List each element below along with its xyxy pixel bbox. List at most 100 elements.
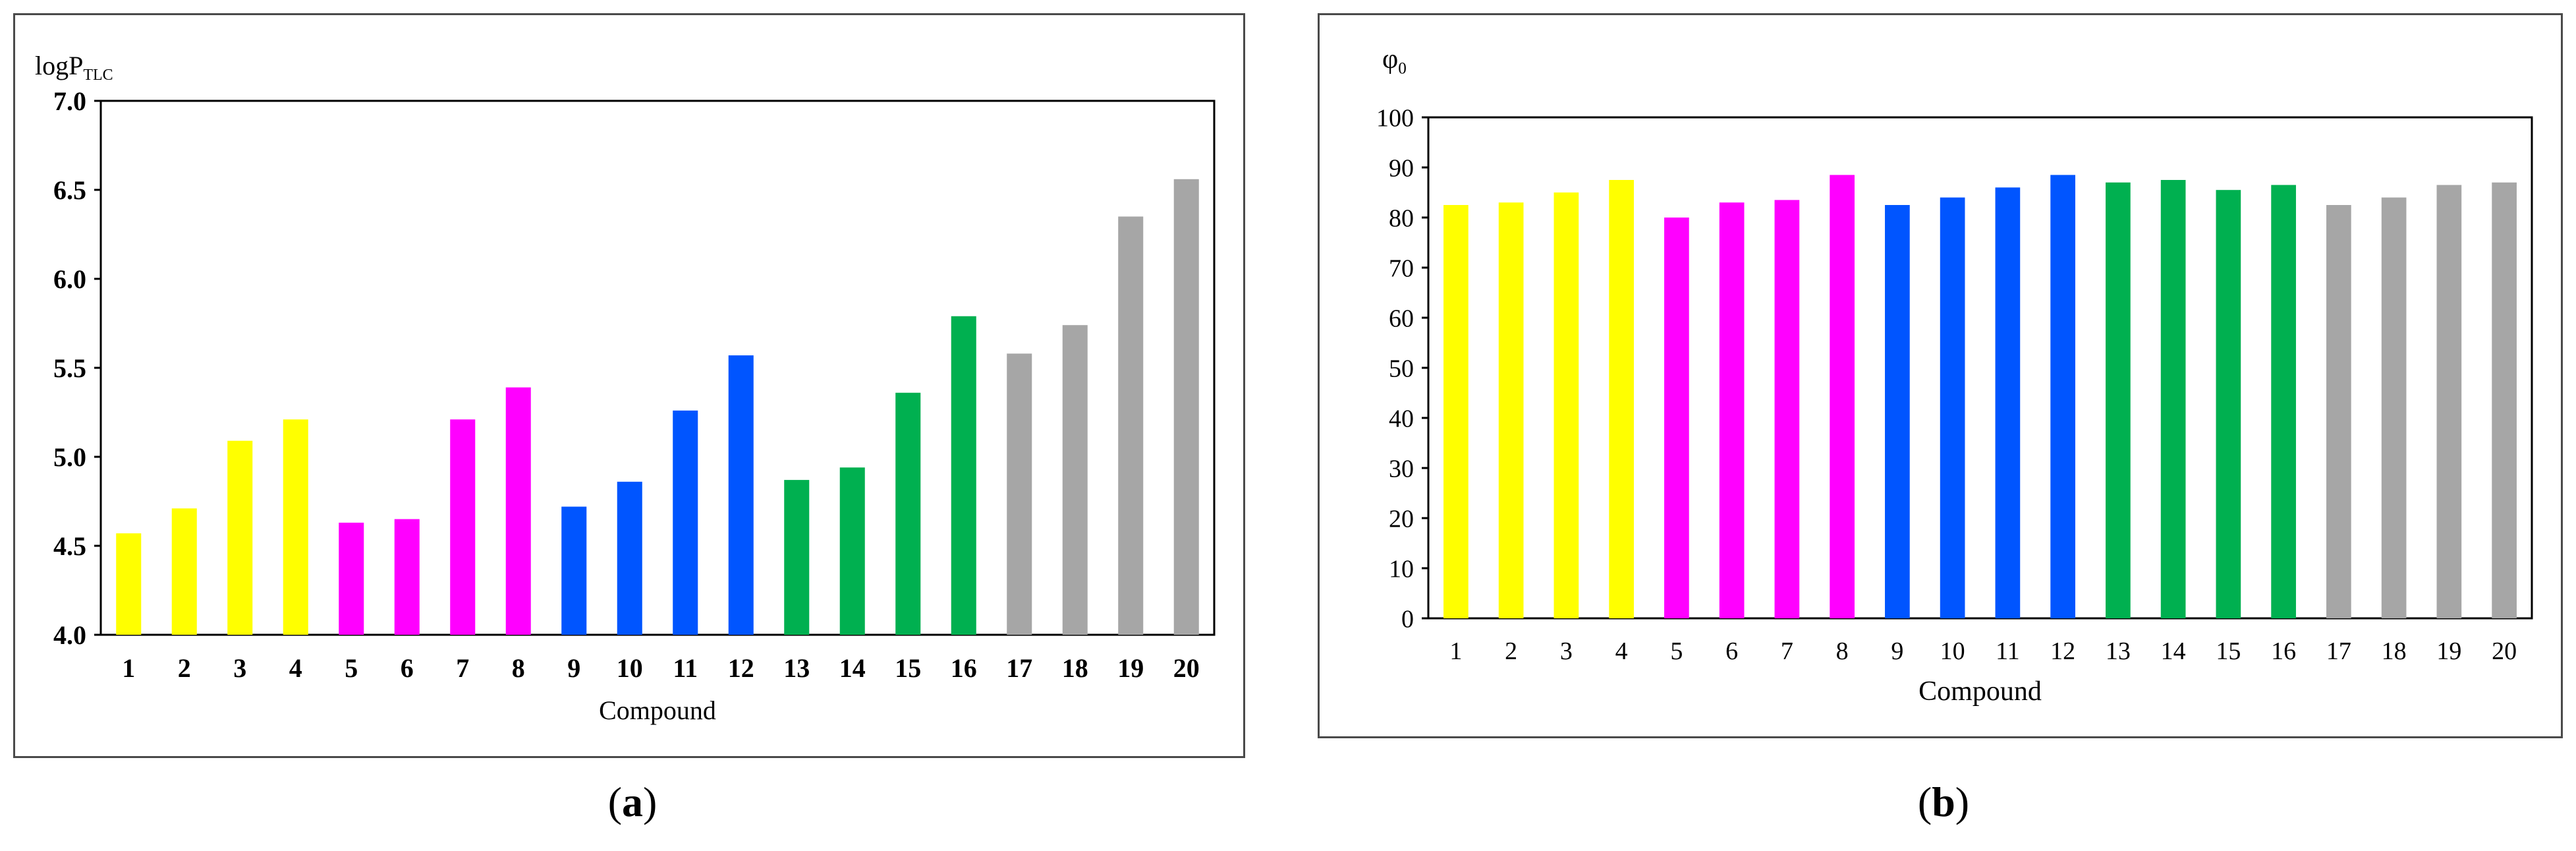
bar-compound-16 bbox=[951, 316, 976, 635]
bar-compound-6 bbox=[394, 519, 420, 635]
x-tick-label: 12 bbox=[2050, 637, 2075, 665]
x-tick-label: 16 bbox=[951, 653, 977, 683]
x-axis-label: Compound bbox=[599, 695, 716, 725]
y-axis-label: logPTLC bbox=[35, 51, 113, 84]
x-tick-label: 16 bbox=[2271, 637, 2296, 665]
y-tick-label: 5.0 bbox=[53, 442, 86, 472]
x-tick-label: 11 bbox=[1996, 637, 2020, 665]
x-tick-label: 18 bbox=[1062, 653, 1088, 683]
x-tick-label: 13 bbox=[2106, 637, 2131, 665]
x-tick-label: 14 bbox=[2161, 637, 2186, 665]
bar-compound-13 bbox=[2106, 182, 2131, 618]
x-tick-label: 6 bbox=[401, 653, 414, 683]
x-tick-label: 1 bbox=[1449, 637, 1462, 665]
y-tick-label: 4.0 bbox=[53, 620, 86, 650]
x-tick-label: 7 bbox=[1781, 637, 1793, 665]
bar-compound-18 bbox=[2381, 197, 2407, 619]
bar-compound-11 bbox=[673, 410, 698, 635]
x-tick-label: 10 bbox=[617, 653, 643, 683]
bar-compound-9 bbox=[561, 506, 587, 635]
x-tick-label: 15 bbox=[2216, 637, 2241, 665]
x-tick-label: 15 bbox=[895, 653, 921, 683]
bar-compound-13 bbox=[784, 480, 810, 635]
y-tick-label: 80 bbox=[1389, 204, 1414, 232]
y-tick-label: 5.5 bbox=[53, 353, 86, 383]
chart-a-svg: 4.04.55.05.56.06.57.01 2 3 4 5 6 7 8 9 10 11 12 13 14… bbox=[35, 51, 1216, 725]
bar-compound-4 bbox=[283, 419, 308, 635]
bar-compound-2 bbox=[1498, 202, 1524, 618]
x-tick-label: 19 bbox=[2436, 637, 2461, 665]
caption-a: (a) bbox=[607, 778, 658, 825]
y-tick-label: 7.0 bbox=[53, 86, 86, 116]
bar-compound-4 bbox=[1609, 180, 1634, 618]
x-tick-label: 2 bbox=[178, 653, 191, 683]
x-tick-label: 19 bbox=[1117, 653, 1144, 683]
x-tick-label: 2 bbox=[1505, 637, 1517, 665]
y-tick-label: 50 bbox=[1389, 355, 1414, 382]
bar-compound-16 bbox=[2271, 185, 2296, 619]
chart-panel-b: 0 10 20 30 40 50 60 70 80 90 100 1 2 3 4 5 6 7 8 9 10 11 12 13 1… bbox=[1318, 13, 2563, 738]
x-tick-label: 20 bbox=[1173, 653, 1200, 683]
bar-compound-1 bbox=[1443, 205, 1469, 618]
y-tick-label: 60 bbox=[1389, 305, 1414, 332]
y-tick-label: 10 bbox=[1389, 555, 1414, 583]
x-tick-label: 17 bbox=[1006, 653, 1032, 683]
bar-compound-2 bbox=[171, 508, 197, 635]
bar-compound-12 bbox=[728, 355, 754, 635]
x-tick-label: 3 bbox=[233, 653, 246, 683]
bar-compound-19 bbox=[1118, 216, 1144, 635]
y-tick-label: 100 bbox=[1376, 104, 1414, 132]
bar-compound-20 bbox=[2492, 182, 2517, 618]
bar-compound-14 bbox=[2160, 180, 2186, 618]
bar-compound-3 bbox=[1554, 192, 1579, 618]
bar-compound-12 bbox=[2050, 175, 2075, 618]
x-tick-label: 6 bbox=[1725, 637, 1738, 665]
bar-compound-7 bbox=[1774, 200, 1800, 618]
y-axis-label: φ0 bbox=[1382, 44, 1407, 77]
bar-compound-20 bbox=[1173, 179, 1199, 635]
bar-compound-15 bbox=[2216, 190, 2241, 618]
x-tick-label: 8 bbox=[512, 653, 525, 683]
y-tick-label: 30 bbox=[1389, 455, 1414, 483]
x-tick-label: 17 bbox=[2326, 637, 2351, 665]
y-tick-label: 6.5 bbox=[53, 175, 86, 205]
y-tick-label: 6.0 bbox=[53, 264, 86, 294]
y-tick-label: 90 bbox=[1389, 154, 1414, 182]
x-tick-label: 5 bbox=[1670, 637, 1683, 665]
x-tick-label: 5 bbox=[345, 653, 358, 683]
x-tick-label: 7 bbox=[456, 653, 469, 683]
plot-area bbox=[1427, 116, 2533, 620]
bar-compound-7 bbox=[450, 419, 476, 635]
bar-compound-9 bbox=[1885, 205, 1910, 618]
bar-compound-8 bbox=[1830, 175, 1855, 618]
bar-compound-18 bbox=[1062, 325, 1088, 635]
bar-compound-14 bbox=[839, 467, 865, 635]
bar-compound-3 bbox=[227, 440, 253, 635]
x-tick-label: 1 bbox=[122, 653, 135, 683]
y-tick-label: 0 bbox=[1401, 605, 1414, 633]
y-tick-label: 20 bbox=[1389, 505, 1414, 533]
x-tick-label: 18 bbox=[2382, 637, 2407, 665]
bar-compound-10 bbox=[1940, 197, 1965, 619]
bar-compound-1 bbox=[116, 533, 142, 635]
bar-compound-5 bbox=[339, 522, 364, 635]
x-tick-label: 14 bbox=[839, 653, 866, 683]
x-tick-label: 10 bbox=[1940, 637, 1965, 665]
bar-compound-15 bbox=[895, 392, 921, 635]
x-tick-label: 13 bbox=[783, 653, 810, 683]
bar-compound-19 bbox=[2436, 185, 2462, 619]
x-tick-label: 9 bbox=[567, 653, 580, 683]
chart-panel-a: 4.0 4.5 5.0 5.5 6.0 6.5 7.0 1 2 3 4 5 6 7 8 9 10 11 12 13 14… bbox=[13, 13, 1245, 758]
bar-compound-17 bbox=[2326, 205, 2351, 618]
x-tick-label: 9 bbox=[1891, 637, 1903, 665]
y-tick-label: 40 bbox=[1389, 405, 1414, 432]
x-tick-label: 4 bbox=[289, 653, 302, 683]
x-tick-label: 11 bbox=[673, 653, 698, 683]
x-tick-label: 12 bbox=[728, 653, 754, 683]
x-tick-label: 8 bbox=[1836, 637, 1849, 665]
bar-compound-5 bbox=[1664, 218, 1689, 618]
bar-compound-6 bbox=[1719, 202, 1745, 618]
x-tick-label: 3 bbox=[1560, 637, 1573, 665]
x-axis-label: Compound bbox=[1918, 676, 2042, 707]
